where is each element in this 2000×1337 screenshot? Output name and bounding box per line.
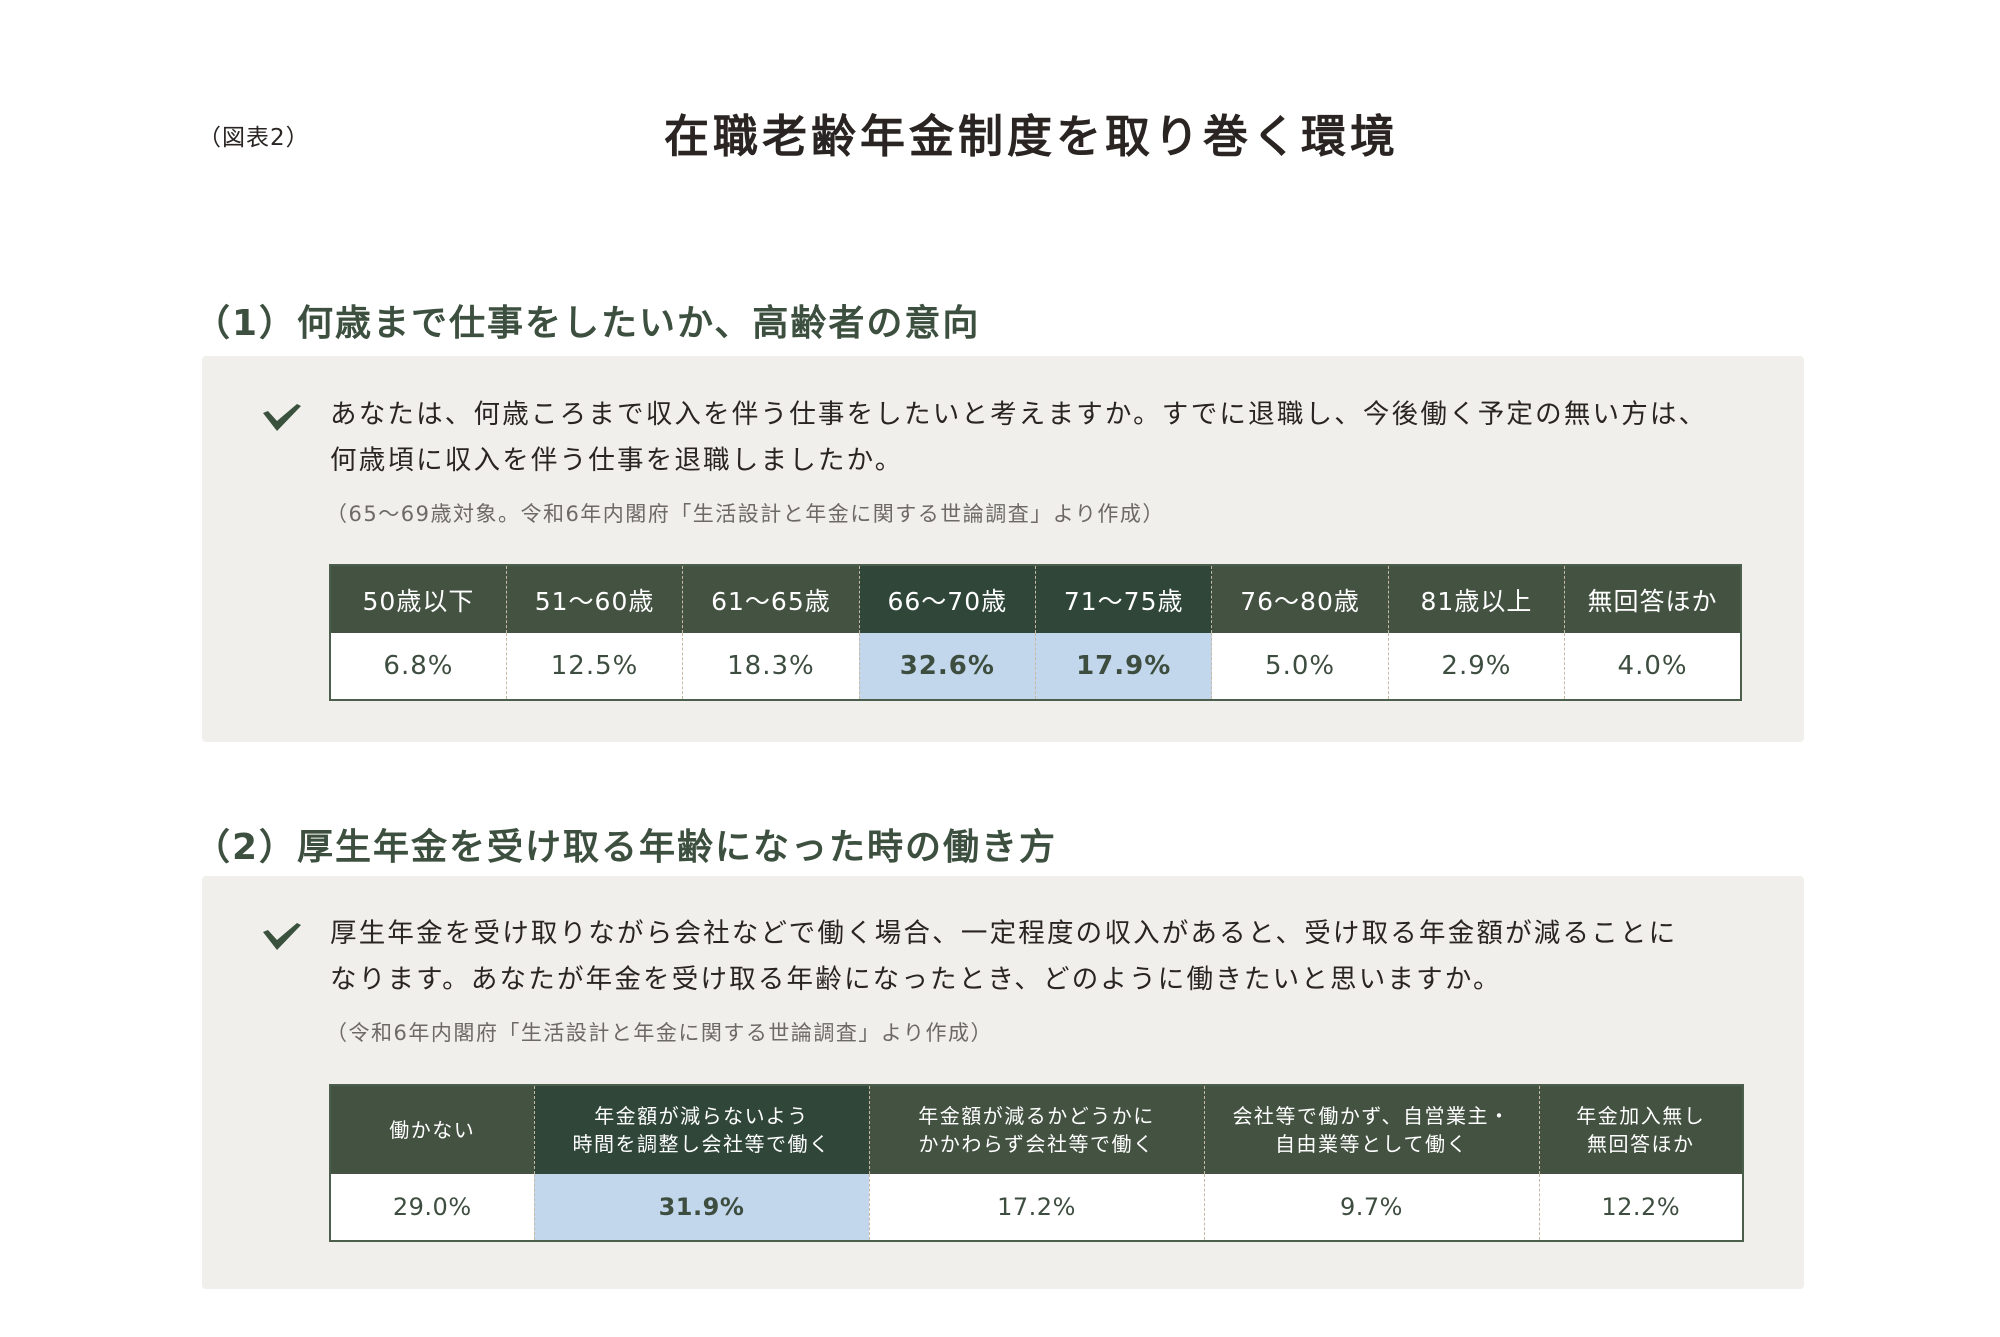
table-header-row: 50歳以下 51～60歳 61～65歳 66～70歳 71～75歳 76～80歳… — [330, 565, 1741, 633]
table-cell: 17.2% — [868, 1174, 1204, 1241]
table-header-row: 働かない 年金額が減らないよう 時間を調整し会社等で働く 年金額が減るかどうかに… — [330, 1085, 1743, 1174]
table-header-cell: 働かない — [330, 1085, 534, 1174]
table-cell-highlighted: 31.9% — [533, 1174, 869, 1241]
checkmark-icon — [263, 404, 301, 431]
section-2-heading: （2）厚生年金を受け取る年齢になった時の働き方 — [194, 827, 1058, 868]
header-line: 年金加入無し — [1576, 1104, 1706, 1128]
work-style-table: 働かない 年金額が減らないよう 時間を調整し会社等で働く 年金額が減るかどうかに… — [329, 1084, 1744, 1242]
table-cell: 18.3% — [682, 633, 860, 700]
question-line: 何歳頃に収入を伴う仕事を退職しましたか。 — [330, 445, 904, 476]
question-line: あなたは、何歳ころまで収入を伴う仕事をしたいと考えますか。すでに退職し、今後働く… — [330, 399, 1708, 430]
table-header-cell: 会社等で働かず、自営業主・ 自由業等として働く — [1203, 1085, 1539, 1174]
section-1-question: あなたは、何歳ころまで収入を伴う仕事をしたいと考えますか。すでに退職し、今後働く… — [330, 392, 1750, 484]
table-cell: 6.8% — [383, 651, 454, 681]
table-cell-highlighted: 32.6% — [858, 633, 1036, 700]
table-cell: 12.2% — [1538, 1174, 1743, 1241]
header-line: 年金額が減らないよう — [594, 1104, 809, 1128]
table-header-cell: 81歳以上 — [1387, 565, 1565, 633]
section-1-panel: あなたは、何歳ころまで収入を伴う仕事をしたいと考えますか。すでに退職し、今後働く… — [202, 356, 1804, 742]
age-preference-table: 50歳以下 51～60歳 61～65歳 66～70歳 71～75歳 76～80歳… — [329, 564, 1742, 701]
section-2-panel: 厚生年金を受け取りながら会社などで働く場合、一定程度の収入があると、受け取る年金… — [202, 876, 1804, 1289]
header-line: 年金額が減るかどうかに — [918, 1104, 1155, 1128]
page-title: 在職老齢年金制度を取り巻く環境 — [664, 110, 1400, 163]
table-header-cell: 年金額が減るかどうかに かかわらず会社等で働く — [868, 1085, 1204, 1174]
header-line: 働かない — [389, 1118, 476, 1142]
table-header-cell: 51～60歳 — [505, 565, 683, 633]
header-line: 自由業等として働く — [1275, 1132, 1468, 1156]
section-2-source-note: （令和6年内閣府「生活設計と年金に関する世論調査」より作成） — [326, 1021, 993, 1045]
question-line: 厚生年金を受け取りながら会社などで働く場合、一定程度の収入があると、受け取る年金… — [330, 918, 1678, 949]
table-cell: 2.9% — [1387, 633, 1565, 700]
section-1-heading: （1）何歳まで仕事をしたいか、高齢者の意向 — [194, 303, 981, 344]
table-header-cell: 61～65歳 — [682, 565, 860, 633]
header-line: 時間を調整し会社等で働く — [572, 1132, 831, 1156]
section-1-source-note: （65～69歳対象。令和6年内閣府「生活設計と年金に関する世論調査」より作成） — [326, 502, 1165, 526]
table-row: 6.8% 12.5% 18.3% 32.6% 17.9% 5.0% 2.9% 4… — [330, 633, 1741, 700]
table-cell: 29.0% — [392, 1193, 472, 1221]
header-line: 無回答ほか — [1587, 1132, 1695, 1156]
table-row: 29.0% 31.9% 17.2% 9.7% 12.2% — [330, 1174, 1743, 1241]
table-cell: 12.5% — [505, 633, 683, 700]
question-line: なります。あなたが年金を受け取る年齢になったとき、どのように働きたいと思いますか… — [330, 964, 1502, 995]
table-header-cell: 76～80歳 — [1211, 565, 1389, 633]
table-header-cell-highlighted: 66～70歳 — [858, 565, 1036, 633]
table-cell-highlighted: 17.9% — [1034, 633, 1212, 700]
table-header-cell: 50歳以下 — [330, 565, 507, 633]
table-header-cell-highlighted: 年金額が減らないよう 時間を調整し会社等で働く — [533, 1085, 869, 1174]
table-cell: 4.0% — [1564, 633, 1741, 700]
figure-label: （図表2） — [198, 125, 310, 151]
header-line: かかわらず会社等で働く — [918, 1132, 1155, 1156]
checkmark-icon — [263, 923, 301, 950]
table-header-cell-highlighted: 71～75歳 — [1034, 565, 1212, 633]
table-cell: 5.0% — [1211, 633, 1389, 700]
header-line: 会社等で働かず、自営業主・ — [1232, 1104, 1511, 1128]
table-cell: 9.7% — [1203, 1174, 1539, 1241]
table-header-cell: 無回答ほか — [1564, 565, 1741, 633]
section-2-question: 厚生年金を受け取りながら会社などで働く場合、一定程度の収入があると、受け取る年金… — [330, 911, 1750, 1003]
table-header-cell: 年金加入無し 無回答ほか — [1538, 1085, 1743, 1174]
